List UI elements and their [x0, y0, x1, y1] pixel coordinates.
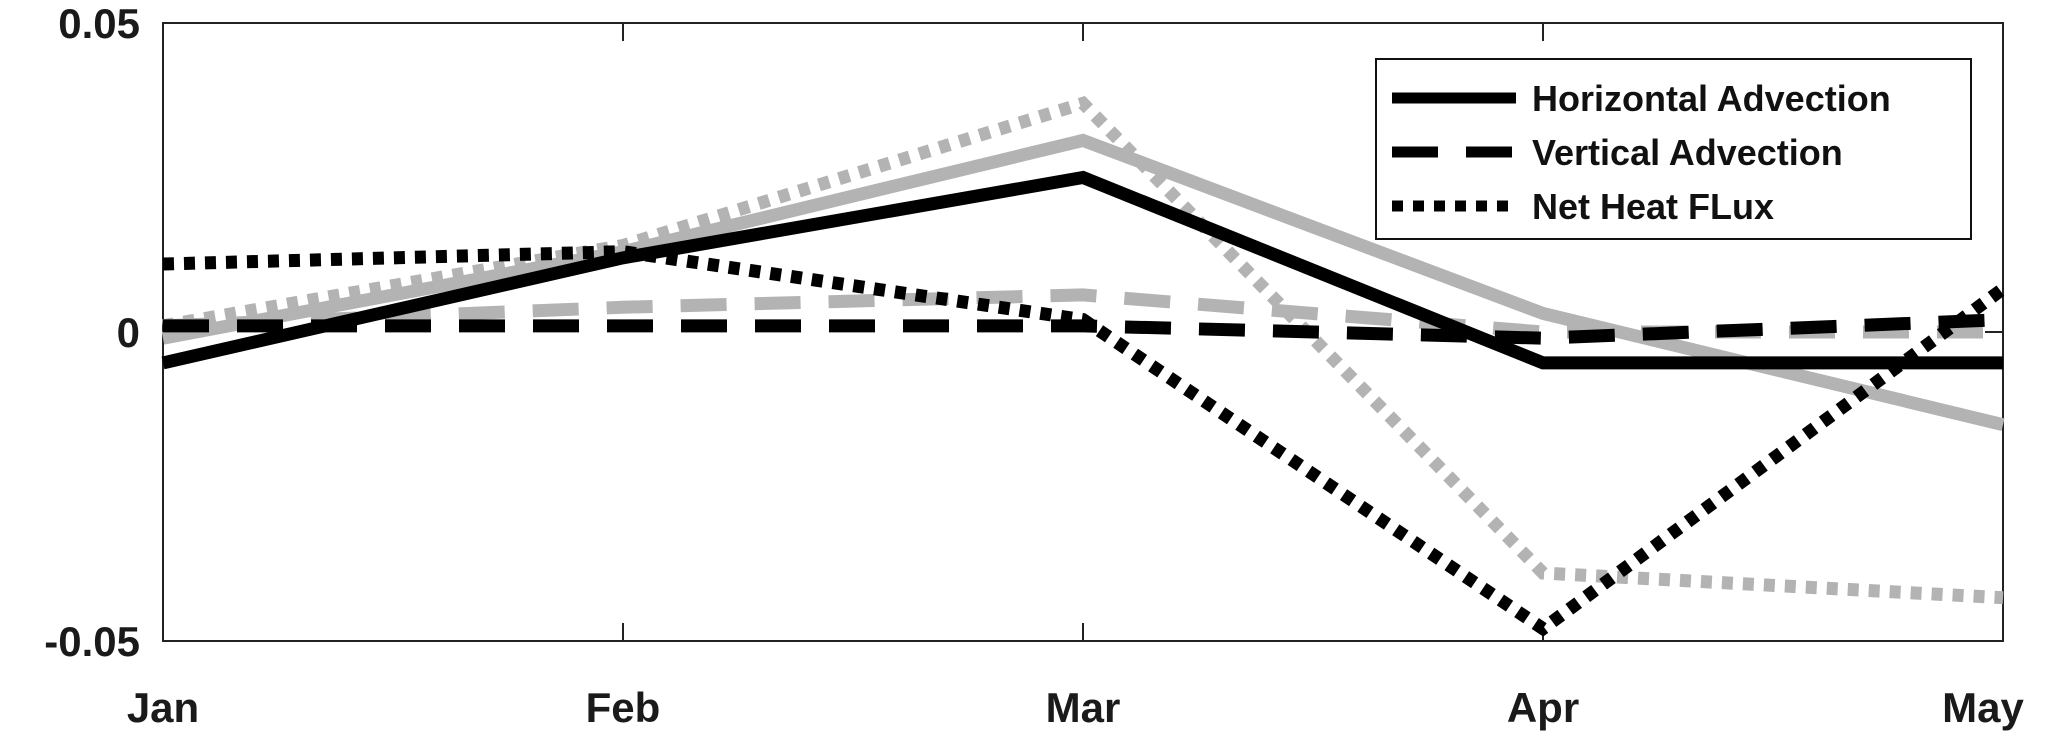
- legend-label: Vertical Advection: [1532, 132, 1843, 173]
- y-tick-label: 0: [117, 309, 140, 356]
- y-tick-label: -0.05: [44, 618, 140, 665]
- x-tick-label: Jan: [127, 684, 199, 731]
- x-tick-label: Mar: [1046, 684, 1121, 731]
- y-tick-label: 0.05: [58, 0, 140, 47]
- series-layer: [161, 95, 2007, 637]
- x-tick-label: May: [1942, 684, 2024, 731]
- legend: Horizontal Advection Vertical Advection Ne…: [1375, 58, 1972, 240]
- x-tick-labels: Jan Feb Mar Apr May: [127, 684, 2025, 731]
- x-tick-label: Feb: [586, 684, 661, 731]
- y-tick-labels: -0.05 0 0.05: [44, 0, 140, 665]
- legend-label: Net Heat FLux: [1532, 186, 1774, 227]
- legend-label: Horizontal Advection: [1532, 78, 1891, 119]
- x-tick-label: Apr: [1507, 684, 1579, 731]
